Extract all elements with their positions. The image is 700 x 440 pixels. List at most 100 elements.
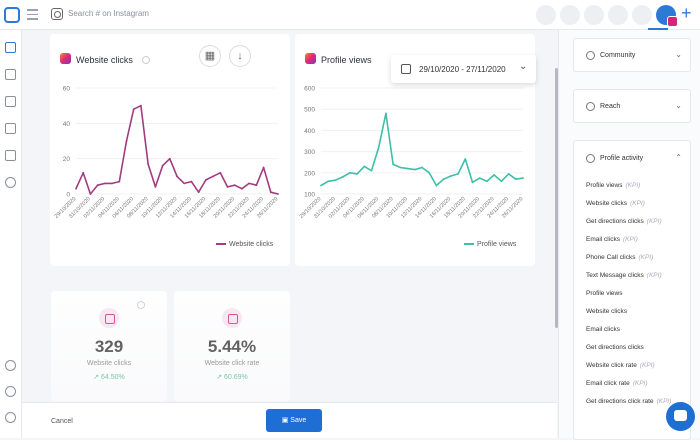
data-point: [507, 172, 510, 175]
data-point: [478, 177, 481, 180]
app-logo-icon[interactable]: [4, 7, 20, 23]
data-point: [413, 168, 416, 171]
legend-label: Profile views: [477, 241, 517, 248]
data-point: [449, 175, 452, 177]
chevron-up-icon[interactable]: ⌃: [675, 153, 682, 162]
data-point: [204, 178, 207, 181]
data-point: [103, 182, 106, 185]
calendar-icon: [401, 64, 411, 74]
data-point: [406, 167, 409, 170]
kpi-change: ↗ 60.69%: [216, 374, 248, 381]
data-point: [356, 172, 358, 175]
metric-tag: (KPI): [625, 182, 641, 189]
kpi-label: Website click rate: [204, 360, 260, 367]
data-point: [219, 171, 222, 174]
metric-item[interactable]: Website clicks (KPI): [586, 200, 645, 207]
metric-item[interactable]: Phone Call clicks (KPI): [586, 254, 653, 261]
community-section[interactable]: Community ⌄: [573, 38, 691, 72]
data-point: [89, 193, 92, 195]
download-button[interactable]: ↓: [229, 45, 251, 67]
data-point: [471, 181, 474, 184]
info-icon[interactable]: [137, 301, 145, 309]
listening-icon[interactable]: [5, 177, 16, 188]
cancel-button[interactable]: Cancel: [51, 418, 73, 425]
date-range-text: 29/10/2020 - 27/11/2020: [419, 65, 506, 74]
data-point: [241, 187, 243, 190]
data-point: [385, 112, 387, 115]
account-avatar[interactable]: [608, 5, 628, 25]
data-point: [212, 175, 214, 178]
data-point: [341, 176, 344, 178]
data-point: [269, 191, 272, 194]
chat-button[interactable]: [666, 402, 695, 431]
data-point: [334, 179, 337, 182]
inbox-icon[interactable]: [5, 123, 16, 134]
data-point: [132, 108, 135, 111]
reach-section[interactable]: Reach ⌄: [573, 89, 691, 123]
metric-label: Get directions clicks: [586, 344, 644, 351]
metric-label: Email click rate: [586, 380, 630, 387]
metric-label: Text Message clicks: [586, 272, 644, 279]
y-tick-label: 20: [63, 156, 71, 163]
metric-tag: (KPI): [646, 272, 662, 279]
data-point: [197, 191, 200, 194]
section-title: Profile activity: [600, 155, 644, 162]
metric-item[interactable]: Profile views (KPI): [586, 182, 640, 189]
help-icon[interactable]: [5, 386, 16, 397]
metric-item[interactable]: Website clicks: [586, 308, 627, 315]
data-point: [147, 163, 150, 165]
kpi-card: 5.44% Website click rate ↗ 60.69%: [174, 291, 290, 401]
metric-label: Email clicks: [586, 326, 620, 333]
metric-item[interactable]: Text Message clicks (KPI): [586, 272, 662, 279]
section-title: Reach: [600, 103, 621, 110]
analytics-icon[interactable]: [5, 69, 16, 80]
messages-icon[interactable]: [5, 150, 16, 161]
section-title: Community: [600, 52, 636, 59]
settings-icon[interactable]: [5, 412, 16, 423]
metric-item[interactable]: Email click rate (KPI): [586, 380, 648, 387]
data-point: [183, 182, 186, 185]
save-button[interactable]: ▣ Save: [266, 409, 322, 432]
top-bar: Search # on Instagram +: [0, 0, 700, 30]
kpi-change: ↗ 64.50%: [93, 374, 125, 381]
save-label: Save: [290, 417, 307, 424]
search-input[interactable]: Search # on Instagram: [68, 9, 149, 18]
account-avatar[interactable]: [584, 5, 604, 25]
data-point: [392, 163, 395, 166]
data-point: [486, 180, 488, 183]
data-point: [277, 193, 279, 195]
y-tick-label: 100: [304, 192, 315, 199]
metric-item[interactable]: Email clicks (KPI): [586, 236, 638, 243]
data-point: [176, 175, 178, 178]
data-point: [233, 184, 236, 187]
layout-button[interactable]: ▦: [199, 45, 221, 67]
ideas-icon[interactable]: [5, 360, 16, 371]
add-icon[interactable]: +: [681, 3, 692, 23]
active-account-avatar[interactable]: [656, 5, 678, 27]
data-point: [370, 169, 373, 172]
main-scrollbar[interactable]: [555, 68, 558, 328]
account-avatar[interactable]: [632, 5, 652, 25]
left-sidebar: [0, 30, 22, 438]
account-switcher: [536, 5, 678, 27]
legend-swatch: [216, 243, 226, 246]
menu-icon[interactable]: [27, 9, 38, 23]
date-range-picker[interactable]: 29/10/2020 - 27/11/2020 ⌄: [391, 55, 536, 83]
data-point: [248, 182, 251, 185]
account-avatar[interactable]: [536, 5, 556, 25]
metric-item[interactable]: Email clicks: [586, 326, 620, 333]
dashboard-icon[interactable]: [5, 42, 16, 53]
metric-item[interactable]: Profile views: [586, 290, 622, 297]
account-avatar[interactable]: [560, 5, 580, 25]
metric-item[interactable]: Get directions clicks (KPI): [586, 218, 662, 225]
series-line: [320, 112, 524, 187]
metric-item[interactable]: Get directions click rate (KPI): [586, 398, 671, 405]
metric-label: Profile views: [586, 182, 623, 189]
data-point: [190, 180, 193, 183]
info-icon[interactable]: [142, 56, 150, 64]
metric-item[interactable]: Get directions clicks: [586, 344, 644, 351]
metric-tag: (KPI): [630, 200, 645, 207]
metric-item[interactable]: Website click rate (KPI): [586, 362, 655, 369]
data-point: [154, 186, 157, 188]
publish-icon[interactable]: [5, 96, 16, 107]
